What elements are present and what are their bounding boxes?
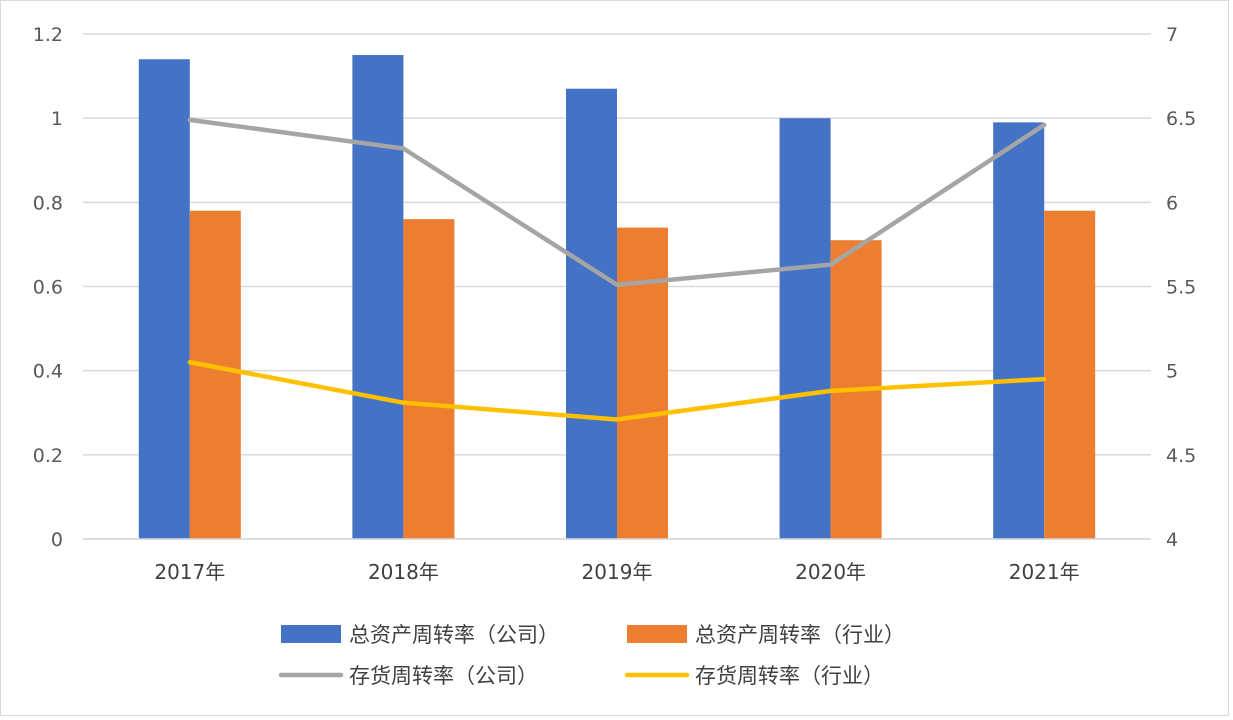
bar-company-asset-turnover [779, 118, 831, 540]
bar-company-asset-turnover [566, 88, 617, 539]
y-right-tick-label: 5 [1166, 361, 1178, 383]
y-left-tick-label: 0.6 [33, 277, 63, 299]
bar-industry-asset-turnover [189, 210, 241, 539]
x-tick-label: 2021年 [1009, 560, 1080, 584]
bar-industry-asset-turnover [617, 227, 668, 540]
x-tick-label: 2018年 [368, 560, 439, 584]
y-left-tick-label: 1 [51, 108, 63, 130]
y-left-tick-label: 0.2 [33, 445, 63, 467]
x-tick-label: 2020年 [795, 560, 866, 584]
bar-industry-asset-turnover [1044, 210, 1096, 539]
y-right-tick-label: 7 [1166, 24, 1178, 46]
x-tick-label: 2019年 [582, 560, 653, 584]
y-right-tick-label: 4 [1166, 529, 1178, 551]
y-left-tick-label: 0.4 [33, 361, 63, 383]
legend-label: 存货周转率（公司） [349, 664, 538, 688]
legend-swatch-bar [627, 625, 687, 643]
y-right-tick-label: 6.5 [1166, 108, 1196, 130]
bar-industry-asset-turnover [403, 219, 455, 539]
bar-company-asset-turnover [352, 55, 404, 540]
y-left-tick-label: 0 [51, 529, 63, 551]
y-left-tick-label: 0.8 [33, 192, 63, 214]
y-right-tick-label: 5.5 [1166, 277, 1196, 299]
x-tick-label: 2017年 [154, 560, 225, 584]
legend-swatch-bar [281, 625, 341, 643]
y-right-tick-label: 4.5 [1166, 445, 1196, 467]
y-left-tick-label: 1.2 [33, 24, 63, 46]
bar-company-asset-turnover [138, 59, 190, 539]
legend-label: 总资产周转率（行业） [695, 623, 905, 647]
y-right-tick-label: 6 [1166, 192, 1178, 214]
legend-label: 存货周转率（行业） [695, 664, 884, 688]
bar-company-asset-turnover [993, 122, 1045, 539]
legend-label: 总资产周转率（公司） [349, 623, 559, 647]
